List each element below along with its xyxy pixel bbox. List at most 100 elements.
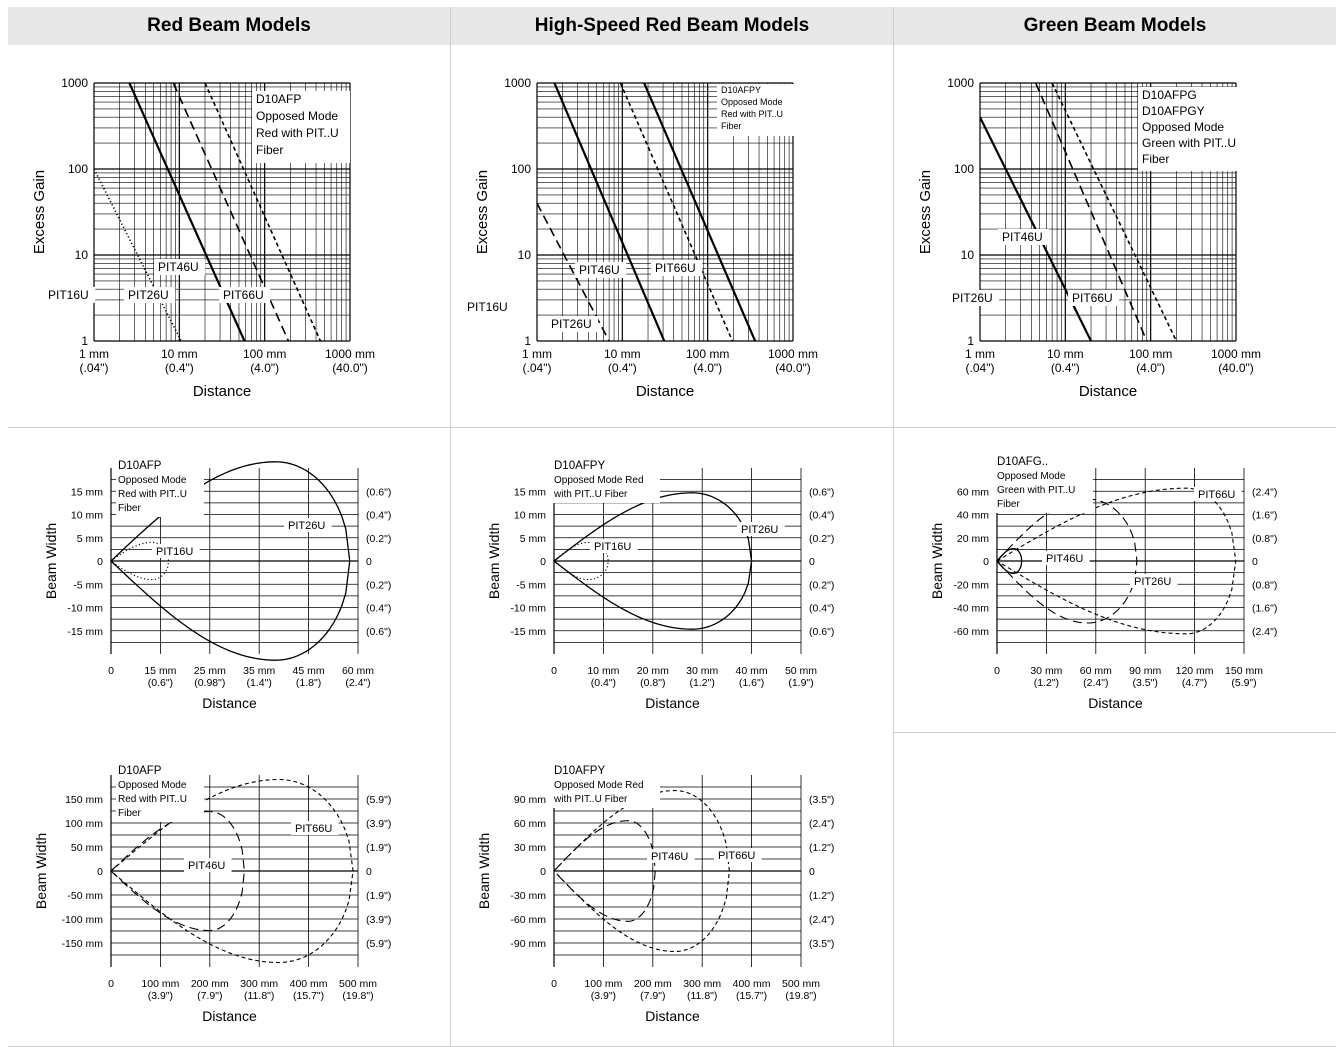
x-tick-sub-label: (4.0") <box>693 361 722 375</box>
x-tick-sub-label: (40.0") <box>1218 361 1254 375</box>
legend-line: Red with PIT..U <box>721 109 783 119</box>
cell-green-excess-gain <box>894 45 1336 428</box>
y-tick-label: 1000 <box>947 76 974 90</box>
legend-line: Fiber <box>118 503 141 514</box>
x-tick-sub-label: (3.5") <box>1133 677 1158 689</box>
y-right-tick-label: (5.9") <box>366 794 391 806</box>
y-right-tick-label: 0 <box>1252 556 1258 568</box>
x-tick-sub-label: (19.8") <box>342 990 373 1002</box>
y-right-tick-label: 0 <box>809 556 815 568</box>
legend-box <box>252 91 350 163</box>
series-label-pit66u: PIT66U <box>1198 489 1235 501</box>
x-axis-label: Distance <box>645 695 700 711</box>
series-label-pit16u: PIT16U <box>594 541 631 553</box>
y-tick-label: 60 mm <box>514 818 546 830</box>
y-right-tick-label: (0.8") <box>1252 533 1277 545</box>
y-right-tick-label: (5.9") <box>366 938 391 950</box>
y-right-tick-label: 0 <box>366 866 372 878</box>
series-label-bg <box>575 262 627 278</box>
beam-curve-pit26u <box>552 492 753 630</box>
x-tick-sub-label: (1.2") <box>690 677 715 689</box>
x-tick-label: 1 mm <box>522 347 552 361</box>
series-label-pit66u: PIT66U <box>655 261 696 275</box>
series-line-pit46u <box>619 83 734 341</box>
x-tick-sub-label: (40.0") <box>775 361 811 375</box>
y-tick-label: -60 mm <box>953 626 989 638</box>
x-tick-label: 30 mm <box>686 665 718 677</box>
x-tick-label: 0 <box>108 665 114 677</box>
performance-curves-table: Red Beam Models High-Speed Red Beam Mode… <box>8 7 1336 1047</box>
x-tick-label: 150 mm <box>1225 665 1263 677</box>
legend-line: Fiber <box>118 808 141 819</box>
cell-green-beam-width <box>894 428 1336 733</box>
y-tick-label: 0 <box>540 556 546 568</box>
x-tick-label: 100 mm <box>243 347 286 361</box>
y-tick-label: 0 <box>540 866 546 878</box>
series-line-pit66u <box>643 83 757 341</box>
legend-line: D10AFPY <box>721 85 761 95</box>
series-label-bg <box>284 518 332 532</box>
y-tick-label: 100 <box>68 162 88 176</box>
y-tick-label: -90 mm <box>510 938 546 950</box>
y-right-tick-label: (3.9") <box>366 818 391 830</box>
y-right-tick-label: (2.4") <box>1252 486 1277 498</box>
y-right-tick-label: (1.6") <box>1252 603 1277 615</box>
y-right-tick-label: (0.4") <box>809 603 834 615</box>
x-axis-label: Distance <box>1079 383 1137 400</box>
series-label-bg <box>547 316 599 332</box>
x-axis-label: Distance <box>645 1008 700 1024</box>
series-label-bg <box>1194 487 1242 501</box>
series-line-pit26u <box>553 83 666 341</box>
x-tick-label: 30 mm <box>1030 665 1062 677</box>
x-tick-sub-label: (11.8") <box>244 990 274 1002</box>
x-tick-sub-label: (0.4") <box>1051 361 1080 375</box>
legend-line: D10AFP <box>118 460 162 472</box>
y-right-tick-label: (3.5") <box>809 794 834 806</box>
x-tick-label: 15 mm <box>144 665 176 677</box>
series-label-bg <box>219 287 271 303</box>
y-tick-label: 20 mm <box>957 533 989 545</box>
x-tick-label: 120 mm <box>1176 665 1214 677</box>
series-label-bg <box>1130 574 1178 588</box>
y-tick-label: 15 mm <box>71 486 103 498</box>
y-tick-label: -5 mm <box>516 579 546 591</box>
y-right-tick-label: (2.4") <box>1252 626 1277 638</box>
x-tick-sub-label: (3.9") <box>591 990 616 1002</box>
x-tick-label: 400 mm <box>290 978 328 990</box>
chart-beam-width-high-speed-pit16-pit26: 15 mm 10 mm 5 mm 0 -5 mm -10 mm -15 mm (0.6") (0… <box>486 459 834 711</box>
x-tick-label: 0 <box>551 665 557 677</box>
y-right-tick-label: (1.2") <box>809 842 834 854</box>
x-tick-sub-label: (1.4") <box>247 677 272 689</box>
series-label-bg <box>590 539 638 553</box>
legend-line: Opposed Mode <box>118 475 187 486</box>
x-tick-sub-label: (3.9") <box>148 990 173 1002</box>
legend-line: with PIT..U Fiber <box>553 794 628 805</box>
y-right-tick-label: (1.2") <box>809 890 834 902</box>
x-tick-label: 200 mm <box>634 978 672 990</box>
x-tick-sub-label: (0.98") <box>194 677 225 689</box>
legend-line: Opposed Mode <box>256 109 338 123</box>
y-tick-label: 0 <box>97 866 103 878</box>
x-tick-label: 90 mm <box>1129 665 1161 677</box>
x-tick-label: 20 mm <box>637 665 669 677</box>
series-label-pit66u: PIT66U <box>718 850 755 862</box>
legend-box <box>116 764 204 822</box>
column-header-red: Red Beam Models <box>8 7 451 45</box>
x-tick-sub-label: (4.0") <box>1136 361 1165 375</box>
legend-line: Opposed Mode Red <box>554 475 644 486</box>
x-tick-sub-label: (19.8") <box>785 990 816 1002</box>
y-right-tick-label: (0.2") <box>366 533 391 545</box>
y-tick-label: 0 <box>97 556 103 568</box>
beam-curve-pit66u <box>110 778 354 964</box>
x-axis-label: Distance <box>193 383 251 400</box>
y-right-tick-label: (0.2") <box>366 579 391 591</box>
series-label-bg <box>647 849 695 863</box>
legend-line: D10AFPY <box>554 460 605 472</box>
y-tick-label: -100 mm <box>62 914 104 926</box>
x-tick-sub-label: (15.7") <box>736 990 767 1002</box>
x-tick-sub-label: (1.6") <box>739 677 764 689</box>
x-tick-label: 60 mm <box>342 665 374 677</box>
y-axis-label: Beam Width <box>43 523 59 599</box>
x-tick-label: 25 mm <box>194 665 226 677</box>
x-tick-sub-label: (.04") <box>966 361 995 375</box>
